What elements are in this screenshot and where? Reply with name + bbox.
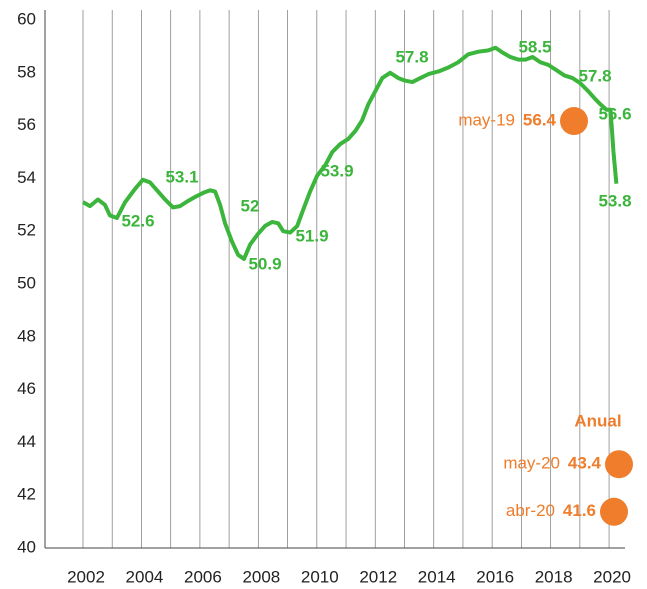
x-tick-label: 2008 [242,567,280,586]
y-tick-label: 44 [17,432,36,451]
data-label: 51.9 [295,226,328,245]
data-label: 52 [241,196,260,215]
point-label: may-19 [458,111,515,130]
data-label: 53.8 [598,191,631,210]
point [600,497,628,526]
y-tick-label: 42 [17,485,36,504]
point-label: may-20 [503,454,560,473]
y-tick-label: 52 [17,221,36,240]
data-label: 56.6 [598,104,631,123]
point-value: 41.6 [563,501,596,520]
point-label: abr-20 [506,501,555,520]
y-tick-label: 58 [17,62,36,81]
x-tick-label: 2002 [67,567,105,586]
x-tick-label: 2014 [418,567,456,586]
x-tick-label: 2010 [301,567,339,586]
point-value: 56.4 [523,111,557,130]
data-label: 53.9 [320,161,353,180]
data-label: 58.5 [518,37,551,56]
data-label: 53.1 [165,167,198,186]
data-label: 50.9 [248,254,281,273]
data-label: 57.8 [578,66,611,85]
x-tick-label: 2004 [126,567,164,586]
x-tick-label: 2012 [359,567,397,586]
y-tick-label: 40 [17,537,36,556]
point [560,107,588,136]
points-title: Anual [574,411,621,430]
y-tick-label: 50 [17,273,36,292]
y-tick-label: 46 [17,379,36,398]
y-tick-label: 54 [17,168,36,187]
point [605,450,633,479]
data-label: 52.6 [121,211,154,230]
line [82,45,619,261]
y-tick-label: 56 [17,115,36,134]
y-tick-label: 48 [17,326,36,345]
x-tick-label: 2018 [535,567,573,586]
x-tick-label: 2016 [476,567,514,586]
x-tick-label: 2006 [184,567,222,586]
data-label: 57.8 [395,47,428,66]
y-tick-label: 60 [17,9,36,28]
x-tick-label: 2020 [593,567,631,586]
point-value: 43.4 [568,454,602,473]
